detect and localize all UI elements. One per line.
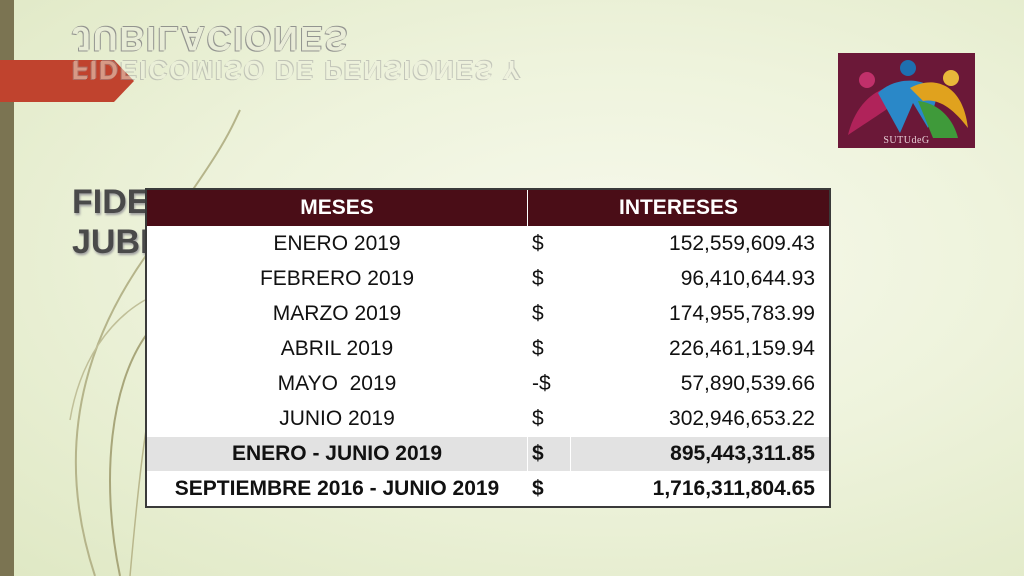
- table-row: FEBRERO 2019 $ 96,410,644.93: [145, 261, 831, 297]
- cell-currency: $: [527, 436, 571, 472]
- logo-text: SUTUdeG: [883, 135, 930, 146]
- cell-amount: 57,890,539.66: [570, 366, 831, 402]
- cell-amount: 152,559,609.43: [570, 226, 831, 262]
- slide-title-line2: JUBI: [72, 223, 150, 261]
- intereses-table: MESES INTERESES ENERO 2019 $ 152,559,609…: [145, 188, 831, 508]
- cell-currency: -$: [527, 366, 571, 402]
- cell-mes: JUNIO 2019: [145, 401, 528, 437]
- cell-currency: $: [527, 471, 571, 508]
- cell-mes: MAYO 2019: [145, 366, 528, 402]
- red-arrow-icon: [0, 60, 134, 102]
- cell-amount: 226,461,159.94: [570, 331, 831, 367]
- cell-amount: 302,946,653.22: [570, 401, 831, 437]
- cell-mes: ABRIL 2019: [145, 331, 528, 367]
- table-row: JUNIO 2019 $ 302,946,653.22: [145, 401, 831, 437]
- cell-mes: ENERO - JUNIO 2019: [145, 436, 528, 472]
- cell-amount: 895,443,311.85: [570, 436, 831, 472]
- cell-mes: MARZO 2019: [145, 296, 528, 332]
- table-header-row: MESES INTERESES: [145, 188, 831, 227]
- table-row: ENERO 2019 $ 152,559,609.43: [145, 226, 831, 262]
- header-meses: MESES: [145, 188, 528, 227]
- slide-title-reflected: JUBILACIONES: [72, 19, 350, 57]
- cell-amount: 96,410,644.93: [570, 261, 831, 297]
- cell-currency: $: [527, 296, 571, 332]
- table-row: MAYO 2019 -$ 57,890,539.66: [145, 366, 831, 402]
- cell-mes: FEBRERO 2019: [145, 261, 528, 297]
- slide-subtitle-reflected: FIDEICOMISO DE PENSIONES Y: [72, 55, 523, 85]
- cell-currency: $: [527, 261, 571, 297]
- logo-figures-icon: [848, 60, 968, 138]
- subtotal-row: ENERO - JUNIO 2019 $ 895,443,311.85: [145, 436, 831, 472]
- slide-title: FIDE JUBI: [72, 182, 149, 262]
- cell-currency: $: [527, 226, 571, 262]
- cell-mes: SEPTIEMBRE 2016 - JUNIO 2019: [145, 471, 528, 508]
- table-row: ABRIL 2019 $ 226,461,159.94: [145, 331, 831, 367]
- slide-title-line1: FIDE: [72, 183, 150, 221]
- left-accent-bar: [0, 0, 14, 576]
- total-row: SEPTIEMBRE 2016 - JUNIO 2019 $ 1,716,311…: [145, 471, 831, 508]
- table-row: MARZO 2019 $ 174,955,783.99: [145, 296, 831, 332]
- sutudeg-logo: SUTUdeG: [838, 53, 975, 148]
- cell-mes: ENERO 2019: [145, 226, 528, 262]
- header-intereses: INTERESES: [527, 188, 831, 227]
- cell-currency: $: [527, 401, 571, 437]
- cell-amount: 174,955,783.99: [570, 296, 831, 332]
- cell-amount: 1,716,311,804.65: [570, 471, 831, 508]
- cell-currency: $: [527, 331, 571, 367]
